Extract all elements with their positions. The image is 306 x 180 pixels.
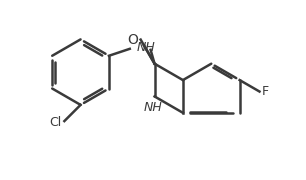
Text: Cl: Cl [49,116,62,129]
Text: F: F [262,85,269,98]
Text: NH: NH [143,101,162,114]
Text: O: O [127,33,138,47]
Text: NH: NH [137,41,155,54]
